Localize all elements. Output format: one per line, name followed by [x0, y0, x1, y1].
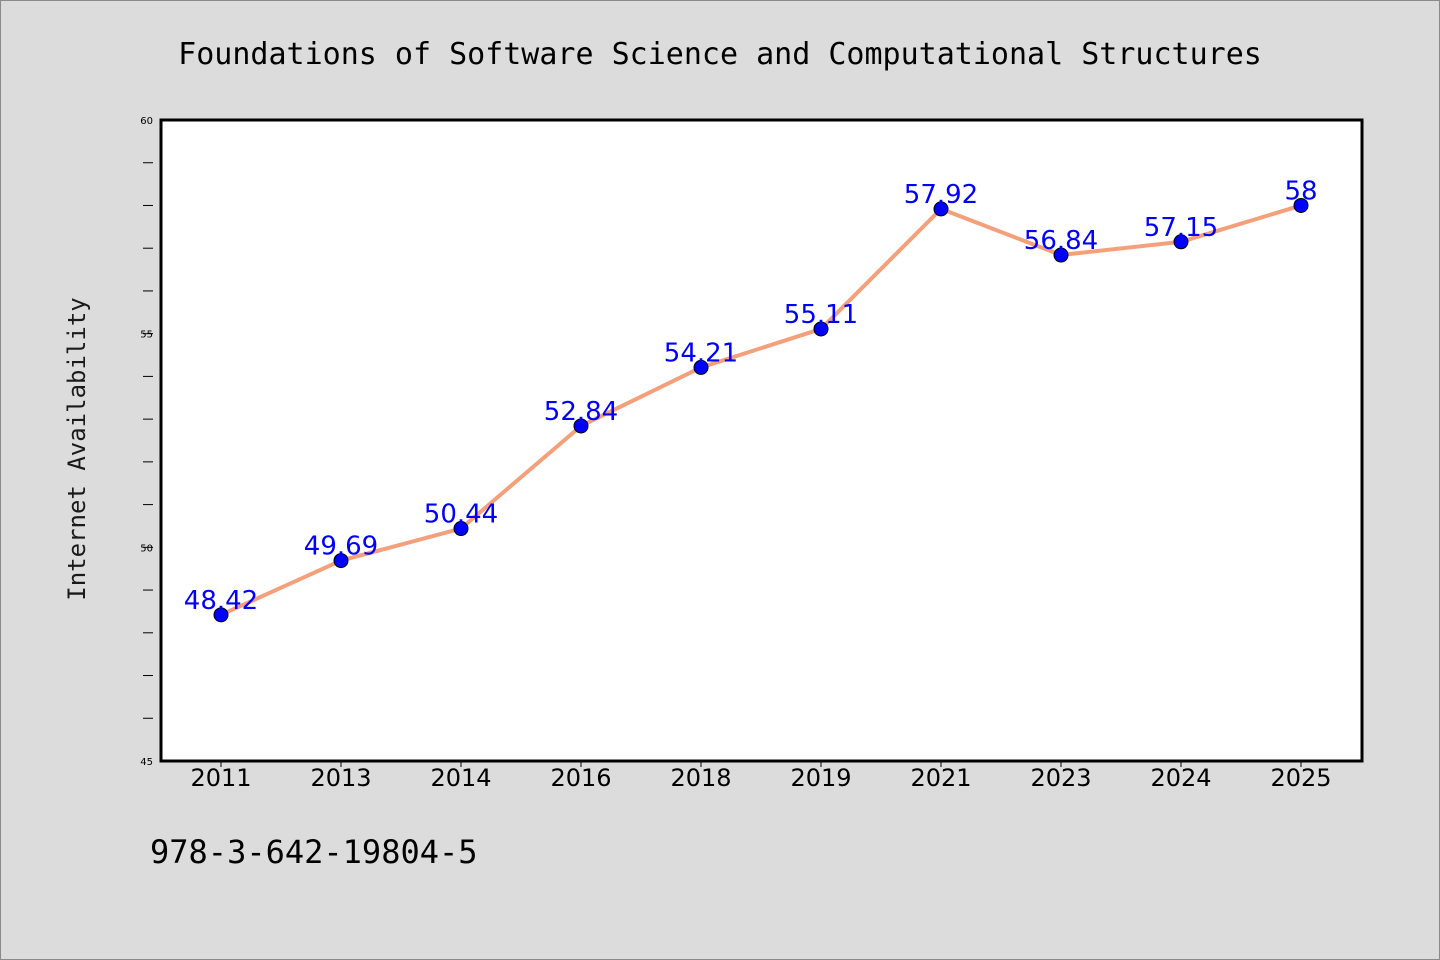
x-tick-label: 2024: [1150, 764, 1211, 792]
x-tick-label: 2013: [310, 764, 371, 792]
chart-title: Foundations of Software Science and Comp…: [178, 37, 1262, 72]
data-point: [333, 553, 349, 569]
series-line: [219, 203, 1303, 617]
x-tick-label: 2011: [190, 764, 251, 792]
data-label: 56.84: [1024, 226, 1098, 256]
x-tick-label: 2023: [1030, 764, 1091, 792]
series-line-group: [219, 203, 1303, 617]
data-label: 57.92: [904, 180, 978, 210]
data-label: 48.42: [184, 586, 258, 616]
plot-area: [159, 118, 1364, 763]
x-axis: 2011 2013 2014 2016 2018 2019 2021 2023 2024 2025: [190, 761, 1332, 792]
isbn-text: 978-3-642-19804-5: [150, 833, 478, 871]
data-label: 50.44: [424, 500, 498, 530]
data-point: [933, 201, 949, 217]
y-tick-label: 45: [140, 757, 153, 768]
data-point: [1173, 234, 1189, 250]
data-label: 55.11: [784, 300, 858, 330]
data-points: [213, 197, 1309, 623]
x-tick-label: 2025: [1270, 764, 1331, 792]
x-tick-label: 2021: [910, 764, 971, 792]
x-tick-label: 2018: [670, 764, 731, 792]
data-label: 52.84: [544, 397, 618, 427]
x-tick-label: 2016: [550, 764, 611, 792]
y-tick-label: 60: [140, 116, 153, 127]
data-point: [1053, 247, 1069, 263]
data-labels: 48.42 49.69 50.44 52.84 54.21 55.11 57.92 56.84…: [184, 176, 1318, 615]
data-label: 49.69: [304, 532, 378, 562]
data-label: 58: [1284, 176, 1317, 206]
data-point: [453, 521, 469, 537]
data-point: [693, 359, 709, 375]
x-tick-label: 2019: [790, 764, 851, 792]
data-point: [573, 418, 589, 434]
data-point: [1293, 197, 1309, 213]
data-point: [213, 607, 229, 623]
y-tick-label: 50: [140, 543, 153, 554]
data-point: [813, 321, 829, 337]
y-axis: 45 50 55 60: [140, 116, 153, 768]
x-tick-label: 2014: [430, 764, 491, 792]
y-axis-label: Internet Availability: [63, 297, 91, 600]
y-tick-label: 55: [140, 330, 153, 341]
data-label: 54.21: [664, 338, 738, 368]
data-label: 57.15: [1144, 213, 1218, 243]
